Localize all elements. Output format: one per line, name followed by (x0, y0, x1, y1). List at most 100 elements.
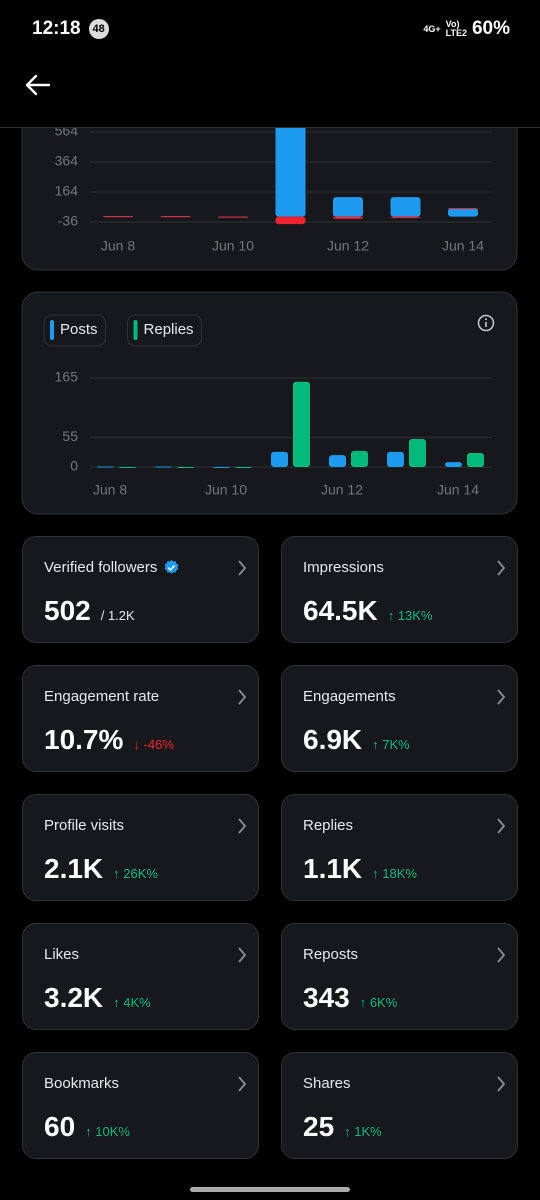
bar (271, 451, 288, 467)
y-tick-label: 164 (55, 183, 79, 199)
x-tick-label: Jun 10 (205, 482, 247, 498)
stat-title-row: Likes (44, 946, 79, 963)
status-bar: 12:18 48 4G+ Vo) LTE2 60% (32, 16, 510, 42)
stat-row: 1.1K ↑ 18K% (303, 853, 417, 885)
bar (448, 208, 478, 217)
stat-row: 3.2K ↑ 4K% (44, 982, 151, 1014)
bar (235, 467, 252, 468)
bar (467, 452, 484, 467)
chevron (238, 1076, 247, 1092)
chevron (238, 947, 247, 963)
stat-row: 343 ↑ 6K% (303, 982, 397, 1014)
stat-title-row: Engagements (303, 688, 396, 705)
bar (333, 216, 363, 219)
bar (390, 216, 421, 219)
bar (333, 197, 363, 217)
volte-label: Vo) (445, 19, 460, 29)
legend-item: Posts (43, 314, 107, 347)
stat-value: 502 (44, 595, 91, 626)
stat-change: ↑ 26K% (113, 866, 158, 881)
home-indicator (190, 1187, 350, 1192)
stat-title: Likes (44, 946, 80, 963)
bar (103, 216, 133, 218)
stat-value: 343 (303, 982, 350, 1013)
header: 12:18 48 4G+ Vo) LTE2 60% (0, 0, 540, 128)
stat-card[interactable]: Impressions 64.5K ↑ 13K% (281, 536, 518, 643)
bar (351, 450, 368, 467)
bar (155, 466, 172, 468)
x-tick-label: Jun 14 (442, 238, 484, 254)
stat-card[interactable]: Engagement rate 10.7% ↓ -46% (22, 665, 259, 772)
chevron (497, 689, 506, 705)
stat-value: 6.9K (303, 724, 363, 755)
time: 12:18 (32, 18, 81, 39)
stat-card[interactable]: Verified followers 502 / 1.2K (22, 536, 259, 643)
lte-label: LTE2 (445, 28, 467, 38)
stat-value: 3.2K (44, 982, 104, 1013)
chevron (238, 560, 247, 576)
stat-title: Impressions (303, 559, 384, 576)
back-button[interactable] (24, 73, 52, 97)
legend-swatch (50, 320, 54, 340)
verified-badge (165, 560, 179, 574)
stat-sub: / 1.2K (100, 608, 135, 623)
stat-change: ↑ 6K% (359, 995, 398, 1010)
stat-card[interactable]: Profile visits 2.1K ↑ 26K% (22, 794, 259, 901)
y-tick-label: -36 (58, 213, 78, 229)
stat-value: 10.7% (44, 724, 124, 755)
bar (445, 462, 462, 467)
bar (213, 467, 230, 468)
battery: 60% (471, 18, 510, 39)
chevron (497, 818, 506, 834)
stat-card[interactable]: Likes 3.2K ↑ 4K% (22, 923, 259, 1030)
stat-card[interactable]: Shares 25 ↑ 1K% (281, 1052, 518, 1159)
stat-value: 25 (303, 1111, 335, 1142)
stat-grid: Verified followers 502 / 1.2K Impressions 64… (22, 536, 518, 1159)
info-icon[interactable] (477, 314, 495, 332)
stat-change: ↑ 1K% (344, 1124, 382, 1139)
stat-change: ↑ 10K% (85, 1124, 130, 1139)
stat-change: ↓ -46% (133, 737, 174, 752)
stat-change: ↑ 13K% (387, 608, 433, 623)
stat-title: Reposts (303, 946, 359, 963)
stat-value: 1.1K (303, 853, 363, 884)
stat-row: 6.9K ↑ 7K% (303, 724, 410, 756)
status-icons: 4G+ Vo) LTE2 60% (423, 18, 510, 40)
x-tick-label: Jun 12 (327, 238, 369, 254)
stat-title-row: Impressions (303, 559, 384, 576)
bar (177, 467, 194, 468)
legend-pill (43, 314, 107, 347)
stat-card[interactable]: Engagements 6.9K ↑ 7K% (281, 665, 518, 772)
x-tick-label: Jun 14 (437, 482, 479, 498)
stat-title: Bookmarks (44, 1075, 120, 1092)
bar (409, 438, 426, 467)
stat-card[interactable]: Replies 1.1K ↑ 18K% (281, 794, 518, 901)
bar (275, 111, 306, 217)
stat-row: 2.1K ↑ 26K% (44, 853, 158, 885)
stat-card[interactable]: Bookmarks 60 ↑ 10K% (22, 1052, 259, 1159)
legend-swatch (133, 320, 138, 340)
chevron (238, 689, 247, 705)
legend-label: Posts (60, 321, 98, 338)
y-tick-label: 0 (70, 458, 78, 474)
stat-title-row: Profile visits (44, 817, 124, 834)
stat-title-row: Reposts (303, 946, 358, 963)
stat-change: ↑ 4K% (113, 995, 151, 1010)
stat-change: ↑ 18K% (372, 866, 417, 881)
stat-title: Shares (303, 1075, 351, 1092)
chevron (238, 818, 247, 834)
stat-card[interactable]: Reposts 343 ↑ 6K% (281, 923, 518, 1030)
stat-row: 25 ↑ 1K% (303, 1111, 382, 1143)
x-tick-label: Jun 8 (101, 238, 135, 254)
stat-row: 64.5K ↑ 13K% (303, 595, 433, 627)
volte: Vo) LTE2 (446, 20, 467, 38)
stat-row: 502 / 1.2K (44, 595, 135, 627)
stat-title-row: Engagement rate (44, 688, 159, 705)
bar (275, 216, 306, 225)
y-tick-label: 364 (55, 153, 79, 169)
stat-title-row: Replies (303, 817, 353, 834)
legend-pill (127, 314, 203, 347)
stat-row: 60 ↑ 10K% (44, 1111, 130, 1143)
network: 4G+ (423, 24, 441, 34)
